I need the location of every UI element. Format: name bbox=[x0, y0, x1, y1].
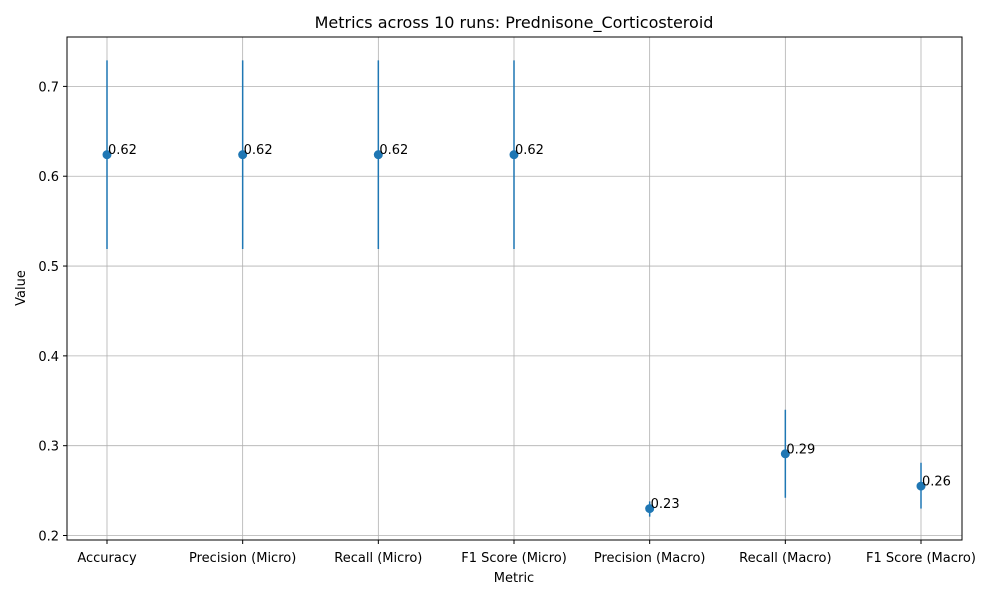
data-point bbox=[509, 150, 519, 160]
x-tick-label: F1 Score (Macro) bbox=[866, 551, 976, 566]
x-tick-label: Accuracy bbox=[77, 551, 137, 566]
marks-layer: 0.62 0.62 0.62 0.62 0.23 0.29 0.26 bbox=[102, 60, 951, 517]
x-tick-label: Recall (Macro) bbox=[739, 551, 831, 566]
y-tick-label: 0.7 bbox=[38, 80, 59, 95]
data-label: 0.62 bbox=[244, 143, 273, 158]
y-tick-label: 0.4 bbox=[38, 350, 59, 365]
data-point bbox=[780, 449, 790, 459]
data-point bbox=[916, 481, 926, 491]
x-tick-label: Precision (Macro) bbox=[594, 551, 706, 566]
x-tick-label: Precision (Micro) bbox=[189, 551, 296, 566]
chart-title: Metrics across 10 runs: Prednisone_Corti… bbox=[315, 13, 714, 33]
y-tick-label: 0.5 bbox=[38, 260, 59, 275]
x-tick-label: Recall (Micro) bbox=[334, 551, 422, 566]
y-tick-label: 0.2 bbox=[38, 530, 59, 545]
data-label: 0.62 bbox=[108, 143, 137, 158]
data-label: 0.62 bbox=[379, 143, 408, 158]
data-point bbox=[238, 150, 248, 160]
data-label: 0.23 bbox=[651, 497, 680, 512]
x-axis-label: Metric bbox=[494, 571, 534, 586]
data-point bbox=[645, 504, 655, 514]
ticks-layer: Accuracy Precision (Micro) Recall (Micro) F… bbox=[38, 80, 976, 566]
data-label: 0.29 bbox=[786, 442, 815, 457]
y-tick-label: 0.3 bbox=[38, 440, 59, 455]
y-tick-label: 0.6 bbox=[38, 170, 59, 185]
x-tick-label: F1 Score (Micro) bbox=[461, 551, 567, 566]
y-axis-label: Value bbox=[14, 270, 29, 306]
data-point bbox=[373, 150, 383, 160]
data-label: 0.62 bbox=[515, 143, 544, 158]
data-label: 0.26 bbox=[922, 475, 951, 490]
data-point bbox=[102, 150, 112, 160]
